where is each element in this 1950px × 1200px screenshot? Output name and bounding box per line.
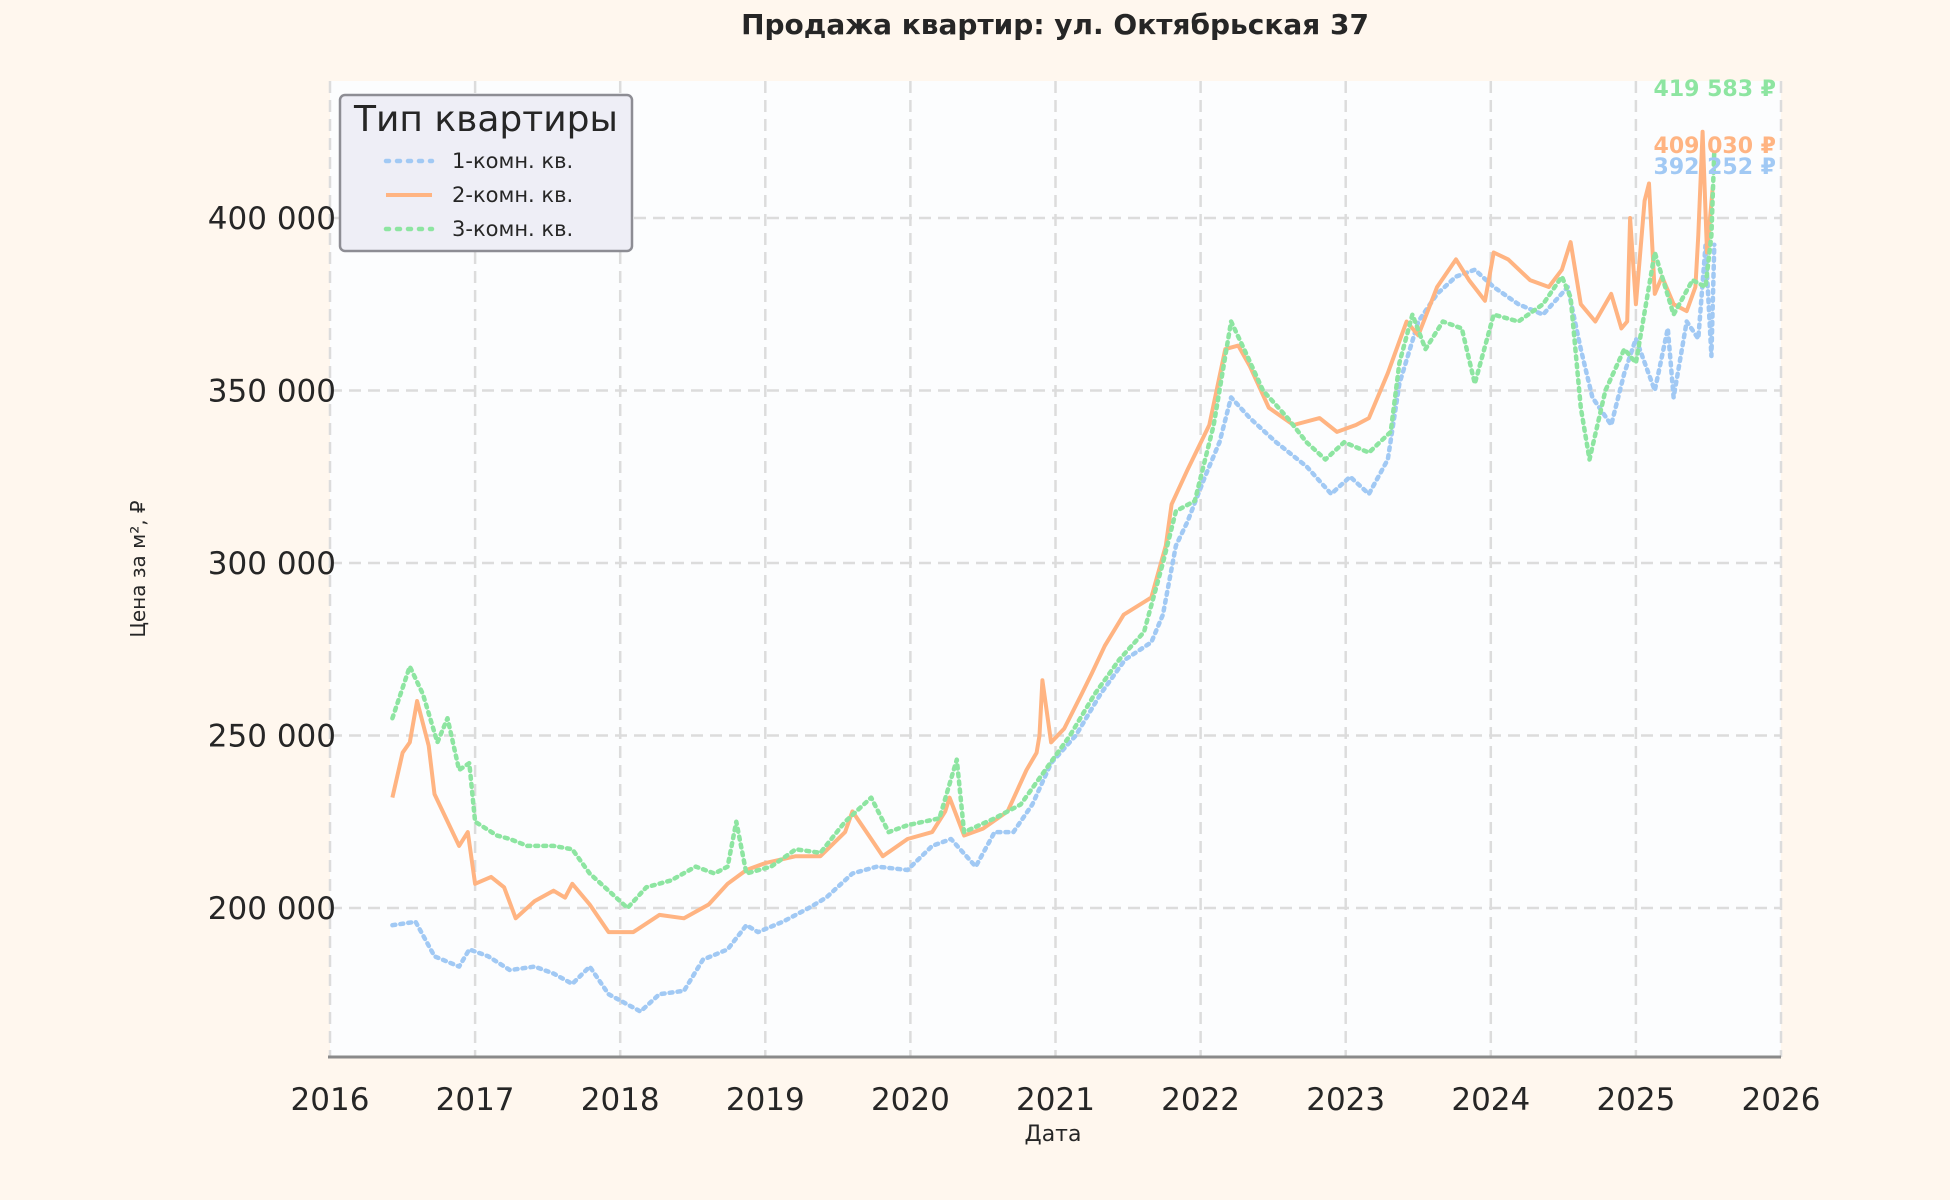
x-tick-label: 2017 [436, 1082, 515, 1118]
y-tick-label: 350 000 [208, 373, 336, 409]
x-tick-label: 2019 [726, 1082, 805, 1118]
chart-title: Продажа квартир: ул. Октябрьская 37 [741, 8, 1369, 41]
x-tick-label: 2024 [1451, 1082, 1530, 1118]
legend-label-2: 2-комн. кв. [452, 183, 573, 207]
legend-label-1: 1-комн. кв. [452, 149, 573, 173]
y-tick-label: 400 000 [208, 201, 336, 237]
last-value-label-2: 409 030 ₽ [1654, 134, 1776, 159]
legend-title: Тип квартиры [353, 99, 618, 140]
x-tick-label: 2025 [1596, 1082, 1675, 1118]
series-line-3 [390, 148, 1717, 911]
x-tick-label: 2021 [1016, 1082, 1095, 1118]
last-value-label-1: 392 252 ₽ [1654, 155, 1776, 180]
series-line-2 [390, 129, 1715, 935]
y-tick-label: 300 000 [208, 546, 336, 582]
x-tick-label: 2022 [1161, 1082, 1240, 1118]
x-tick-label: 2023 [1306, 1082, 1385, 1118]
y-tick-label: 250 000 [208, 718, 336, 754]
legend: Тип квартиры 1-комн. кв. 2-комн. кв. 3-ком… [338, 93, 634, 253]
legend-label-3: 3-комн. кв. [452, 217, 573, 241]
y-tick-label: 200 000 [208, 891, 336, 927]
x-tick-label: 2026 [1742, 1082, 1821, 1118]
x-tick-label: 2016 [291, 1082, 370, 1118]
last-value-label-3: 419 583 ₽ [1654, 77, 1776, 102]
series-line-1 [390, 242, 1717, 1014]
x-tick-label: 2018 [581, 1082, 660, 1118]
x-axis-label: Дата [1025, 1122, 1082, 1147]
y-axis-label: Цена за м², ₽ [126, 500, 150, 638]
x-tick-label: 2020 [871, 1082, 950, 1118]
